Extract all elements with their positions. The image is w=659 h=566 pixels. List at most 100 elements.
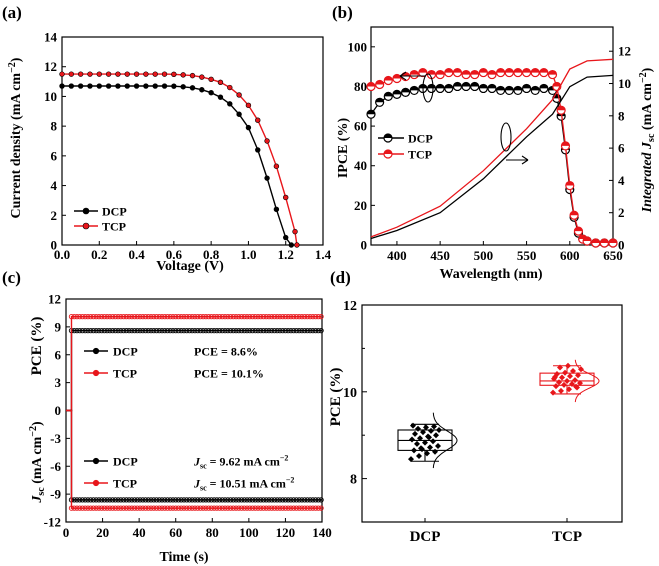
chart-c-trace-pce-dcp-marker	[104, 327, 110, 334]
chart-c-trace-jsc-tcp-marker	[203, 505, 209, 511]
chart-a-point-tcp	[264, 138, 270, 144]
chart-c-trace-jsc-dcp-marker	[90, 497, 97, 503]
chart-c-trace-pce-dcp-marker	[249, 327, 256, 334]
chart-b-ytick-label: 60	[354, 119, 367, 134]
chart-a-point-tcp	[152, 71, 158, 77]
chart-c-trace-pce-tcp-marker	[200, 314, 206, 320]
chart-c-trace-jsc-dcp-marker	[79, 497, 86, 503]
chart-c-trace-jsc-dcp-marker	[266, 497, 272, 503]
chart-c-trace-jsc-tcp-marker	[301, 505, 308, 511]
chart-c-trace-jsc-tcp-marker	[77, 505, 83, 511]
chart-a-ytick-label: 12	[44, 59, 57, 74]
chart-c-trace-pce-tcp-marker	[77, 314, 83, 320]
chart-c-trace-pce-tcp-marker	[315, 314, 321, 320]
chart-c-trace-pce-tcp-marker	[312, 314, 319, 320]
chart-a-legend-label: TCP	[102, 220, 126, 234]
chart-c-trace-pce-tcp-marker	[222, 314, 228, 320]
chart-c-trace-jsc-dcp-marker	[195, 497, 201, 503]
chart-a-point-dcp	[180, 84, 186, 90]
chart-c-trace-pce-dcp-marker	[277, 327, 283, 334]
chart-c-trace-jsc-dcp-marker	[186, 497, 193, 503]
chart-c-ylabel-bottom-main: J	[30, 495, 45, 504]
chart-d-box-dcp-point	[415, 425, 421, 432]
chart-c-trace-pce-dcp-marker	[252, 327, 258, 334]
chart-c-trace-pce-tcp-marker	[99, 314, 105, 320]
chart-a-point-tcp	[273, 163, 280, 169]
chart-c-trace-jsc-dcp-marker	[227, 497, 234, 503]
chart-c-trace-pce-tcp-marker	[140, 314, 146, 320]
chart-c-trace-pce-dcp-marker	[181, 327, 187, 334]
chart-c-trace-pce-dcp-marker	[137, 327, 143, 334]
chart-c-plot: 0 20 40 60 80 100 120 140 -12 -9 -6 -3 0 3 6 9 12 DCP PCE …	[44, 292, 332, 541]
chart-c-trace-jsc-tcp-marker	[288, 505, 294, 511]
chart-c-trace-jsc-dcp-marker	[134, 497, 140, 503]
chart-c-trace-jsc-dcp-marker	[236, 497, 242, 503]
chart-c-xtick-label: 0	[63, 525, 70, 540]
chart-b-point-dcp-fill	[462, 82, 471, 87]
chart-c-trace-jsc-tcp-marker	[118, 505, 124, 511]
chart-c-trace-pce-tcp-marker	[296, 314, 302, 320]
chart-c-trace-pce-dcp-marker	[153, 327, 160, 334]
chart-c-trace-jsc-tcp-marker	[274, 505, 280, 511]
chart-c-trace-pce-tcp-marker	[269, 314, 275, 320]
chart-c-trace-jsc-tcp-marker	[315, 505, 321, 511]
chart-a-point-tcp	[115, 71, 121, 77]
chart-b-point-dcp-fill	[531, 86, 540, 91]
chart-c-trace-pce-tcp-marker	[134, 314, 140, 320]
chart-b-point-dcp-fill	[488, 84, 496, 89]
chart-c-trace-pce-dcp-marker	[123, 327, 129, 334]
chart-c-trace-jsc-dcp-marker	[249, 497, 256, 503]
chart-c-trace-jsc-dcp-marker	[299, 497, 305, 503]
chart-d-box-dcp-point	[414, 440, 420, 447]
chart-a-xtick-label: 1.4	[315, 247, 332, 262]
chart-b-line-integrated-2	[370, 74, 614, 240]
chart-a-point-tcp	[180, 72, 186, 78]
chart-c-trace-jsc-dcp-marker	[107, 497, 113, 503]
chart-a-point-dcp	[245, 124, 252, 131]
chart-b-point-tcp-fill	[591, 239, 600, 244]
chart-c-trace-pce-dcp-marker	[260, 327, 267, 334]
chart-d-box-tcp-point	[570, 367, 576, 374]
chart-b-point-dcp-fill	[470, 82, 479, 87]
chart-c-trace-pce-tcp-marker	[126, 314, 132, 320]
chart-a-frame	[61, 36, 324, 246]
chart-a-xtick-label: 0.2	[91, 247, 107, 262]
chart-a-point-tcp	[77, 71, 84, 77]
chart-b-point-tcp-fill	[552, 82, 561, 87]
chart-b-point-dcp-fill	[375, 98, 384, 103]
chart-c-trace-pce-dcp-marker	[126, 327, 132, 334]
chart-c-trace-jsc-tcp-marker	[164, 505, 171, 511]
chart-c-trace-pce-tcp-marker	[301, 314, 308, 320]
chart-c-trace-pce-dcp-marker	[170, 327, 176, 334]
chart-c-annotation-symbol: J	[193, 477, 201, 491]
chart-d-box-dcp-point	[420, 429, 426, 436]
chart-c-trace-jsc-tcp-marker	[107, 505, 113, 511]
chart-c-trace-jsc-dcp-marker	[77, 497, 83, 503]
chart-a-point-tcp	[105, 71, 112, 77]
chart-c-trace-jsc-dcp-marker	[197, 497, 204, 503]
chart-c-legend-marker	[92, 347, 100, 355]
chart-a-ytick-label: 6	[51, 148, 58, 163]
chart-c-trace-pce-dcp-marker	[280, 327, 286, 334]
chart-c-trace-pce-dcp-marker	[96, 327, 102, 334]
chart-a-point-dcp	[124, 83, 130, 89]
chart-c-trace-pce-tcp-marker	[90, 314, 97, 320]
chart-c-trace-pce-tcp-marker	[271, 314, 278, 320]
chart-b-ytick-label: 0	[361, 238, 368, 253]
chart-c-trace-jsc-dcp-marker	[173, 497, 179, 503]
chart-c-annotation-sup: −2	[286, 476, 295, 485]
chart-c-xtick-label: 100	[239, 525, 259, 540]
chart-c-trace-jsc-dcp-marker	[312, 497, 319, 503]
chart-c-xlabel: Time (s)	[159, 550, 208, 565]
chart-c-trace-jsc-tcp-marker	[252, 505, 258, 511]
chart-c-trace-jsc-tcp-marker	[238, 505, 245, 511]
chart-c-trace-jsc-dcp-marker	[184, 497, 190, 503]
chart-c-trace-jsc-dcp-marker	[148, 497, 154, 503]
chart-c-legend-marker	[92, 369, 100, 377]
chart-c-trace-pce-tcp-marker	[274, 314, 280, 320]
chart-c-legend-label: TCP	[113, 367, 137, 381]
chart-c-trace-pce-tcp-marker	[82, 314, 88, 320]
chart-b-ytick-right-label: 0	[618, 238, 625, 253]
chart-c-trace-jsc-dcp-marker	[192, 497, 198, 503]
chart-b-ytick-label: 80	[354, 79, 367, 94]
